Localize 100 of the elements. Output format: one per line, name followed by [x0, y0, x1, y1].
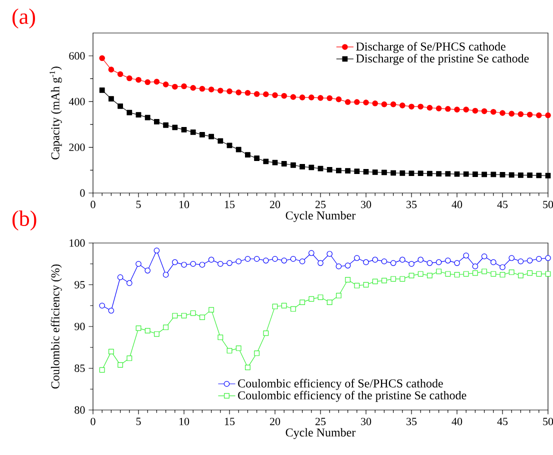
x-tick-label: 20 — [270, 418, 280, 426]
x-tick-label: 40 — [452, 418, 462, 426]
point — [308, 164, 314, 170]
point — [426, 104, 433, 111]
point — [154, 118, 160, 124]
point — [172, 312, 178, 318]
point — [508, 172, 514, 178]
point — [154, 331, 160, 337]
point — [344, 99, 351, 105]
point — [136, 112, 142, 118]
point — [218, 334, 224, 340]
point — [290, 162, 296, 168]
point — [318, 260, 324, 266]
point — [427, 272, 432, 278]
point — [336, 168, 342, 174]
point — [181, 312, 187, 318]
point — [272, 160, 278, 166]
point — [99, 367, 105, 373]
point — [199, 262, 206, 268]
x-tick-label: 25 — [315, 200, 326, 208]
point — [245, 152, 250, 158]
point — [436, 171, 442, 176]
y-axis-title: Coulombic efficiency (%) — [50, 264, 62, 389]
point — [518, 172, 524, 178]
point — [272, 304, 278, 310]
point — [454, 260, 460, 266]
point — [226, 260, 232, 266]
point — [490, 271, 496, 277]
point — [326, 250, 333, 257]
point — [308, 296, 314, 302]
point — [472, 263, 478, 270]
point — [108, 96, 114, 102]
point — [263, 330, 269, 336]
point — [117, 71, 124, 78]
point — [336, 96, 342, 102]
point — [154, 78, 160, 85]
point — [300, 164, 306, 170]
point — [126, 280, 132, 286]
point — [454, 272, 460, 278]
point — [344, 262, 351, 268]
point — [263, 158, 269, 164]
point — [118, 103, 124, 109]
x-tick-label: 35 — [406, 418, 417, 426]
point — [208, 134, 214, 140]
point — [272, 92, 278, 98]
point — [536, 271, 542, 277]
point — [154, 248, 160, 254]
point — [363, 169, 369, 174]
point — [281, 92, 287, 99]
point — [218, 138, 224, 144]
point — [144, 328, 150, 334]
point — [436, 268, 442, 274]
point — [508, 270, 514, 275]
point — [445, 258, 451, 264]
point — [200, 132, 205, 138]
point — [263, 91, 269, 98]
x-tick-label: 5 — [136, 418, 141, 426]
point — [136, 325, 142, 331]
x-tick-label: 20 — [270, 200, 280, 208]
point — [445, 171, 451, 176]
x-tick-label: 10 — [179, 200, 190, 208]
point — [218, 260, 224, 267]
x-tick-label: 0 — [90, 200, 96, 208]
point — [99, 87, 105, 93]
y-tick-label: 0 — [80, 189, 85, 197]
point — [162, 272, 169, 278]
point — [126, 110, 132, 116]
point — [144, 268, 151, 274]
point — [172, 259, 178, 266]
point — [354, 168, 360, 174]
y-tick-label: 200 — [69, 144, 85, 152]
point — [254, 91, 260, 97]
point — [226, 348, 232, 354]
point — [518, 272, 524, 278]
point — [363, 282, 369, 288]
point — [518, 111, 524, 118]
point — [172, 84, 178, 90]
point — [163, 324, 169, 330]
point — [244, 256, 251, 262]
point — [381, 258, 388, 264]
y-tick-label: 400 — [68, 98, 85, 106]
point — [318, 95, 324, 101]
point — [290, 306, 296, 312]
point — [254, 256, 260, 262]
x-tick-label: 45 — [497, 418, 508, 426]
point — [236, 90, 242, 96]
point — [526, 258, 533, 264]
point — [545, 255, 551, 261]
point — [354, 255, 360, 261]
x-axis-title: Cycle Number — [286, 211, 356, 222]
point — [126, 356, 132, 361]
point — [545, 112, 551, 118]
y-tick-label: 95 — [74, 281, 85, 288]
point — [390, 101, 396, 108]
point — [400, 170, 406, 176]
x-tick-label: 50 — [543, 418, 553, 426]
legend-label: Coulombic efficiency of Se/PHCS cathode — [238, 378, 443, 390]
point — [445, 271, 451, 277]
y-axis-title: Capacity (mAh g$^{-1}$) — [50, 66, 62, 160]
point — [226, 88, 232, 94]
